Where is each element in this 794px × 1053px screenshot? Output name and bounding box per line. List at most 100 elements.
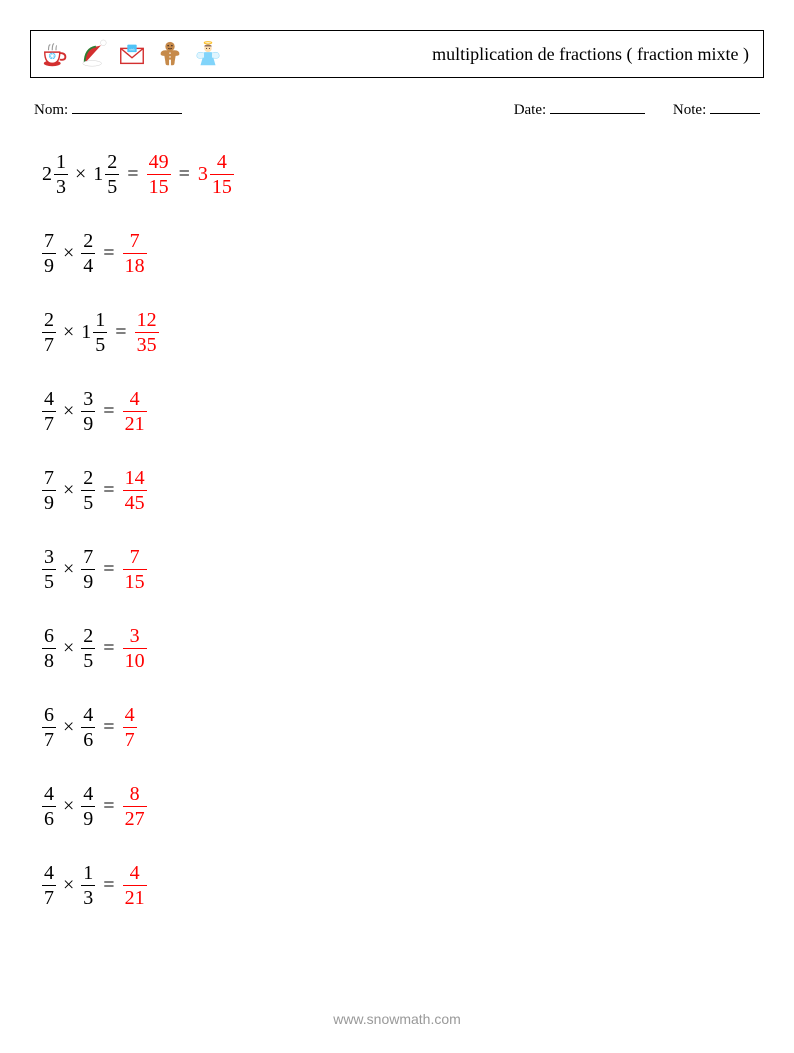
fraction-bar bbox=[42, 332, 56, 333]
problem-row: 35×79=715 bbox=[42, 544, 764, 594]
equals-sign: = bbox=[95, 795, 122, 818]
fraction-bar bbox=[81, 569, 95, 570]
denominator: 35 bbox=[135, 335, 159, 355]
denominator: 27 bbox=[123, 809, 147, 829]
problem-row: 67×46=47 bbox=[42, 702, 764, 752]
fraction: 79 bbox=[42, 231, 56, 276]
equals-sign: = bbox=[95, 874, 122, 897]
equals-sign: = bbox=[171, 163, 198, 186]
times-operator: × bbox=[68, 163, 93, 186]
denominator: 15 bbox=[210, 177, 234, 197]
whole-part: 2 bbox=[42, 163, 54, 186]
denominator: 15 bbox=[123, 572, 147, 592]
operand-fraction: 47 bbox=[42, 389, 56, 434]
date-underline[interactable] bbox=[550, 100, 645, 114]
svg-text:wish: wish bbox=[129, 47, 135, 51]
answer-fraction: 827 bbox=[123, 784, 147, 829]
numerator: 4 bbox=[215, 152, 229, 172]
santa-hat-icon bbox=[79, 39, 109, 69]
fraction-bar bbox=[123, 569, 147, 570]
denominator: 5 bbox=[105, 177, 119, 197]
cup-icon bbox=[41, 39, 71, 69]
equals-sign: = bbox=[95, 242, 122, 265]
problem-row: 46×49=827 bbox=[42, 781, 764, 831]
answer-fraction: 1235 bbox=[135, 310, 159, 355]
operand-fraction: 79 bbox=[42, 468, 56, 513]
operand-fraction: 46 bbox=[81, 705, 95, 750]
whole-part: 3 bbox=[198, 163, 210, 186]
name-underline[interactable] bbox=[72, 100, 182, 114]
times-operator: × bbox=[56, 637, 81, 660]
denominator: 3 bbox=[81, 888, 95, 908]
operand-fraction: 24 bbox=[81, 231, 95, 276]
times-operator: × bbox=[56, 321, 81, 344]
denominator: 9 bbox=[42, 493, 56, 513]
numerator: 2 bbox=[105, 152, 119, 172]
fraction: 1445 bbox=[123, 468, 147, 513]
operand-fraction: 125 bbox=[93, 152, 119, 197]
answer-fraction: 1445 bbox=[123, 468, 147, 513]
operand-fraction: 25 bbox=[81, 468, 95, 513]
operand-fraction: 35 bbox=[42, 547, 56, 592]
numerator: 3 bbox=[81, 389, 95, 409]
fraction: 79 bbox=[81, 547, 95, 592]
fraction-bar bbox=[123, 885, 147, 886]
fraction-bar bbox=[42, 806, 56, 807]
denominator: 7 bbox=[42, 730, 56, 750]
numerator: 7 bbox=[128, 231, 142, 251]
equals-sign: = bbox=[107, 321, 134, 344]
fraction: 47 bbox=[42, 389, 56, 434]
whole-part: 1 bbox=[81, 321, 93, 344]
equals-sign: = bbox=[119, 163, 146, 186]
fraction: 46 bbox=[81, 705, 95, 750]
fraction: 718 bbox=[123, 231, 147, 276]
fraction-bar bbox=[42, 648, 56, 649]
fraction-bar bbox=[42, 490, 56, 491]
fraction: 25 bbox=[105, 152, 119, 197]
fraction: 49 bbox=[81, 784, 95, 829]
operand-fraction: 47 bbox=[42, 863, 56, 908]
numerator: 2 bbox=[42, 310, 56, 330]
equals-sign: = bbox=[95, 558, 122, 581]
fraction-bar bbox=[42, 727, 56, 728]
operand-fraction: 79 bbox=[42, 231, 56, 276]
fraction-bar bbox=[42, 411, 56, 412]
answer-fraction: 421 bbox=[123, 389, 147, 434]
fraction: 35 bbox=[42, 547, 56, 592]
denominator: 5 bbox=[42, 572, 56, 592]
fraction: 4915 bbox=[147, 152, 171, 197]
worksheet-header: wish multiplication de fractions ( fract… bbox=[30, 30, 764, 78]
problem-row: 79×24=718 bbox=[42, 228, 764, 278]
denominator: 7 bbox=[42, 414, 56, 434]
fraction: 421 bbox=[123, 863, 147, 908]
name-field: Nom: bbox=[34, 100, 182, 119]
problem-row: 79×25=1445 bbox=[42, 465, 764, 515]
denominator: 5 bbox=[81, 493, 95, 513]
answer-fraction: 47 bbox=[123, 705, 137, 750]
note-underline[interactable] bbox=[710, 100, 760, 114]
gingerbread-icon bbox=[155, 39, 185, 69]
fraction-bar bbox=[42, 253, 56, 254]
problem-row: 2 7×115=1235 bbox=[42, 307, 764, 357]
times-operator: × bbox=[56, 400, 81, 423]
fraction-bar bbox=[135, 332, 159, 333]
numerator: 4 bbox=[128, 389, 142, 409]
denominator: 18 bbox=[123, 256, 147, 276]
numerator: 6 bbox=[42, 626, 56, 646]
times-operator: × bbox=[56, 558, 81, 581]
denominator: 3 bbox=[54, 177, 68, 197]
answer-fraction: 4915 bbox=[147, 152, 171, 197]
times-operator: × bbox=[56, 242, 81, 265]
equals-sign: = bbox=[95, 637, 122, 660]
numerator: 4 bbox=[42, 863, 56, 883]
denominator: 7 bbox=[42, 335, 56, 355]
fraction: 827 bbox=[123, 784, 147, 829]
problem-row: 213×125=4915=3415 bbox=[42, 149, 764, 199]
fraction: 39 bbox=[81, 389, 95, 434]
operand-fraction: 115 bbox=[81, 310, 107, 355]
fraction-bar bbox=[123, 648, 147, 649]
numerator: 2 bbox=[81, 231, 95, 251]
operand-fraction: 68 bbox=[42, 626, 56, 671]
denominator: 21 bbox=[123, 888, 147, 908]
fraction-bar bbox=[54, 174, 68, 175]
